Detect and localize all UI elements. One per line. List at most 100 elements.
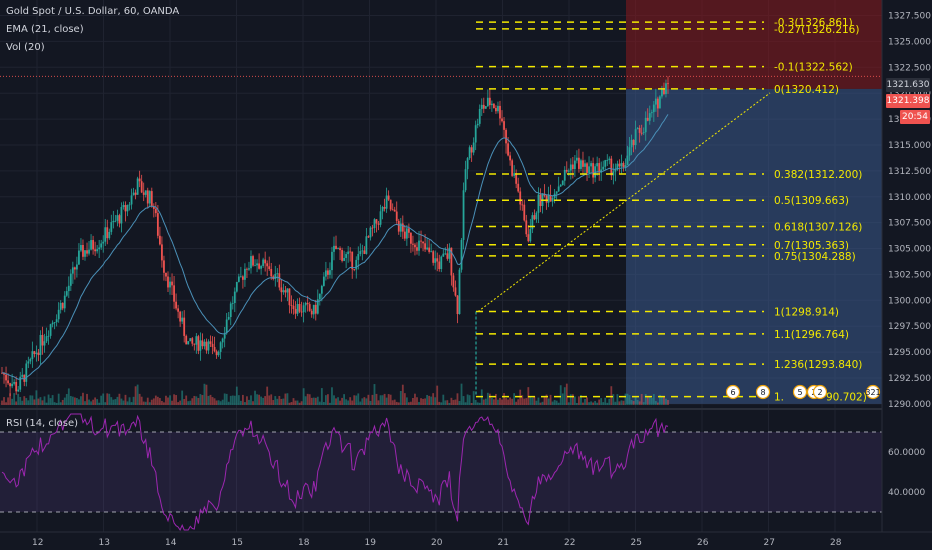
candle-body bbox=[110, 222, 113, 232]
candle-body bbox=[15, 382, 18, 392]
volume-bar bbox=[156, 396, 159, 405]
volume-bar bbox=[120, 398, 123, 405]
volume-bar bbox=[430, 396, 433, 405]
badge-circle bbox=[792, 384, 808, 400]
candle-body bbox=[412, 243, 414, 245]
volume-bar bbox=[490, 397, 493, 405]
event-badge[interactable]: 321 bbox=[865, 384, 881, 400]
volume-bar bbox=[75, 397, 78, 405]
candle-body bbox=[314, 304, 317, 314]
volume-bar bbox=[349, 397, 352, 405]
candle-body bbox=[442, 253, 445, 257]
volume-bar bbox=[484, 398, 487, 405]
rsi-tick-label: 40.0000 bbox=[888, 488, 925, 498]
event-badge[interactable]: 2 bbox=[812, 384, 828, 400]
volume-legend[interactable]: Vol (20) bbox=[6, 42, 45, 53]
volume-bar bbox=[27, 400, 30, 405]
candle-body bbox=[588, 166, 590, 174]
candle-body bbox=[488, 97, 491, 106]
volume-bar bbox=[476, 402, 479, 405]
candle-body bbox=[126, 205, 129, 212]
candle-body bbox=[322, 276, 325, 286]
pane-divider[interactable] bbox=[0, 408, 882, 410]
symbol-title[interactable]: Gold Spot / U.S. Dollar, 60, OANDA bbox=[6, 6, 180, 17]
candle-body bbox=[428, 247, 431, 252]
candle-body bbox=[420, 240, 422, 242]
candle-body bbox=[381, 206, 384, 212]
candle-body bbox=[464, 169, 467, 191]
volume-bar bbox=[252, 401, 254, 405]
badge-count: 2 bbox=[817, 388, 822, 397]
candle-body bbox=[345, 254, 348, 258]
rsi-legend[interactable]: RSI (14, close) bbox=[6, 418, 79, 429]
candle-body bbox=[351, 251, 354, 270]
candle-body bbox=[165, 272, 167, 277]
time-tick-label: 13 bbox=[99, 538, 110, 548]
candle-body bbox=[606, 160, 609, 161]
price-tick-label: 1325.000 bbox=[888, 37, 931, 47]
volume-bar bbox=[17, 393, 20, 405]
candle-body bbox=[620, 162, 623, 167]
event-badge[interactable]: 6 bbox=[725, 384, 741, 400]
candle-body bbox=[280, 287, 283, 293]
volume-bar bbox=[266, 386, 269, 405]
candle-body bbox=[407, 228, 410, 233]
volume-bar bbox=[112, 399, 115, 405]
candle-body bbox=[96, 249, 99, 252]
volume-bar bbox=[373, 384, 376, 405]
event-badges[interactable]: 68522321 bbox=[725, 384, 881, 400]
candle-body bbox=[456, 295, 459, 315]
volume-bar bbox=[274, 396, 277, 405]
fib-retracement[interactable]: -0.3(1326.861)-0.27(1326.216) -0.1(1322.5… bbox=[475, 17, 867, 404]
candle-body bbox=[300, 311, 303, 313]
volume-bar bbox=[250, 395, 252, 405]
candle-body bbox=[476, 123, 479, 126]
badge-circle bbox=[725, 384, 741, 400]
volume-bar bbox=[363, 397, 366, 405]
candle-body bbox=[43, 341, 46, 346]
candle-body bbox=[347, 251, 350, 255]
volume-bar bbox=[667, 399, 669, 405]
candle-body bbox=[94, 249, 97, 252]
ema-legend[interactable]: EMA (21, close) bbox=[6, 24, 84, 35]
candle-body bbox=[511, 160, 514, 176]
candle-body bbox=[329, 270, 331, 275]
candle-body bbox=[33, 351, 36, 355]
volume-bar bbox=[580, 395, 582, 405]
candle-body bbox=[209, 341, 212, 344]
time-axis[interactable]: 12 13 14 15 18 19 20 21 22 25 26 27 28 bbox=[32, 538, 842, 548]
volume-bar bbox=[432, 393, 435, 405]
volume-bar bbox=[582, 402, 584, 405]
volume-bar bbox=[254, 390, 256, 405]
price-tick-label: 1300.000 bbox=[888, 296, 931, 306]
volume-bar bbox=[511, 398, 514, 405]
volume-bar bbox=[167, 397, 169, 405]
rsi-band bbox=[0, 432, 882, 512]
candle-body bbox=[667, 83, 669, 85]
candle-body bbox=[136, 178, 139, 195]
event-badge[interactable]: 5 bbox=[792, 384, 808, 400]
candle-body bbox=[84, 250, 86, 257]
rsi-axis[interactable]: 60.0000 40.0000 bbox=[888, 448, 925, 498]
candle-body bbox=[104, 227, 107, 242]
candle-body bbox=[201, 340, 204, 347]
candle-body bbox=[448, 247, 451, 259]
volume-bar bbox=[144, 401, 147, 405]
volume-bar bbox=[468, 395, 471, 405]
price-tick-label: 1312.500 bbox=[888, 167, 931, 177]
volume-bar bbox=[92, 399, 94, 405]
volume-bar bbox=[381, 395, 384, 405]
price-axis[interactable]: 1327.5001325.0001322.5001320.0001317.500… bbox=[888, 12, 931, 410]
candle-body bbox=[438, 261, 441, 270]
candle-body bbox=[598, 163, 601, 173]
candle-body bbox=[318, 293, 321, 300]
volume-bar bbox=[567, 402, 570, 405]
volume-bar bbox=[391, 400, 394, 405]
event-badge[interactable]: 8 bbox=[755, 384, 771, 400]
volume-bar bbox=[493, 399, 495, 405]
trend-line[interactable] bbox=[477, 92, 771, 312]
volume-bar bbox=[61, 399, 64, 405]
price-tick-label: 1315.000 bbox=[888, 141, 931, 151]
candle-body bbox=[389, 199, 392, 210]
